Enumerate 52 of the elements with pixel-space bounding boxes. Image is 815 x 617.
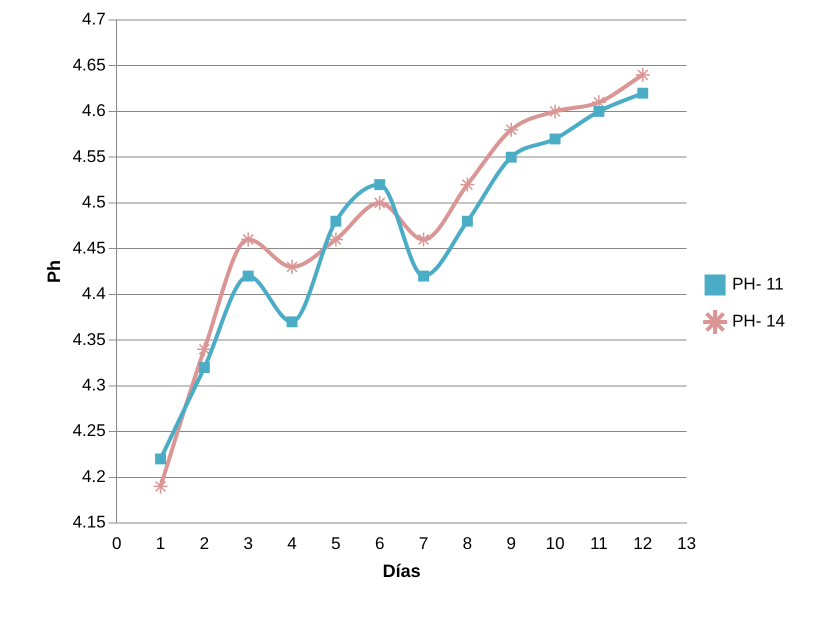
- y-tick-label: 4.4: [82, 284, 106, 304]
- legend-label: PH- 11: [732, 274, 784, 294]
- point: [284, 259, 300, 275]
- point: [328, 232, 344, 248]
- point: [198, 362, 210, 373]
- point: [635, 67, 650, 83]
- x-tick-label: 13: [677, 534, 696, 553]
- y-tick-label: 4.25: [72, 421, 106, 440]
- point: [372, 195, 388, 211]
- point: [155, 454, 166, 464]
- y-tick-label: 4.5: [82, 192, 106, 212]
- point: [637, 88, 648, 99]
- point: [152, 478, 168, 494]
- y-tick-label: 4.55: [72, 146, 106, 166]
- x-tick-label: 0: [112, 534, 122, 553]
- x-tick-label: 3: [243, 534, 253, 553]
- point: [374, 179, 386, 190]
- point: [286, 316, 298, 328]
- x-tick-label: 9: [506, 534, 516, 553]
- point: [547, 104, 563, 120]
- x-tick-label: 11: [590, 534, 608, 553]
- point: [240, 232, 256, 248]
- point: [462, 216, 473, 227]
- x-tick-label: 12: [633, 534, 652, 553]
- y-tick-label: 4.15: [72, 512, 106, 532]
- point: [593, 106, 604, 117]
- x-tick-label: 4: [287, 534, 297, 553]
- y-axis-title: Ph: [44, 260, 64, 284]
- point: [550, 133, 561, 144]
- y-tick-label: 4.3: [82, 376, 106, 395]
- y-tick-label: 4.7: [82, 10, 106, 29]
- y-tick-label: 4.35: [72, 330, 106, 349]
- x-tick-label: 1: [156, 534, 166, 553]
- legend-label: PH- 14: [732, 312, 786, 331]
- x-tick-label: 8: [462, 534, 472, 553]
- point: [418, 270, 430, 282]
- point: [330, 216, 342, 227]
- y-tick-label: 4.65: [72, 55, 106, 74]
- y-tick-label: 4.6: [82, 101, 106, 120]
- x-tick-label: 6: [374, 534, 384, 553]
- y-tick-label: 4.2: [82, 466, 106, 486]
- x-tick-label: 5: [331, 534, 341, 553]
- x-tick-label: 7: [418, 534, 428, 553]
- y-tick-label: 4.45: [72, 238, 106, 258]
- x-tick-label: 10: [546, 534, 565, 553]
- point: [242, 270, 254, 282]
- x-tick-label: 2: [200, 534, 210, 553]
- point: [460, 176, 476, 192]
- point: [506, 152, 517, 163]
- point: [416, 232, 432, 248]
- point: [503, 122, 519, 138]
- x-axis-title: Días: [382, 561, 421, 582]
